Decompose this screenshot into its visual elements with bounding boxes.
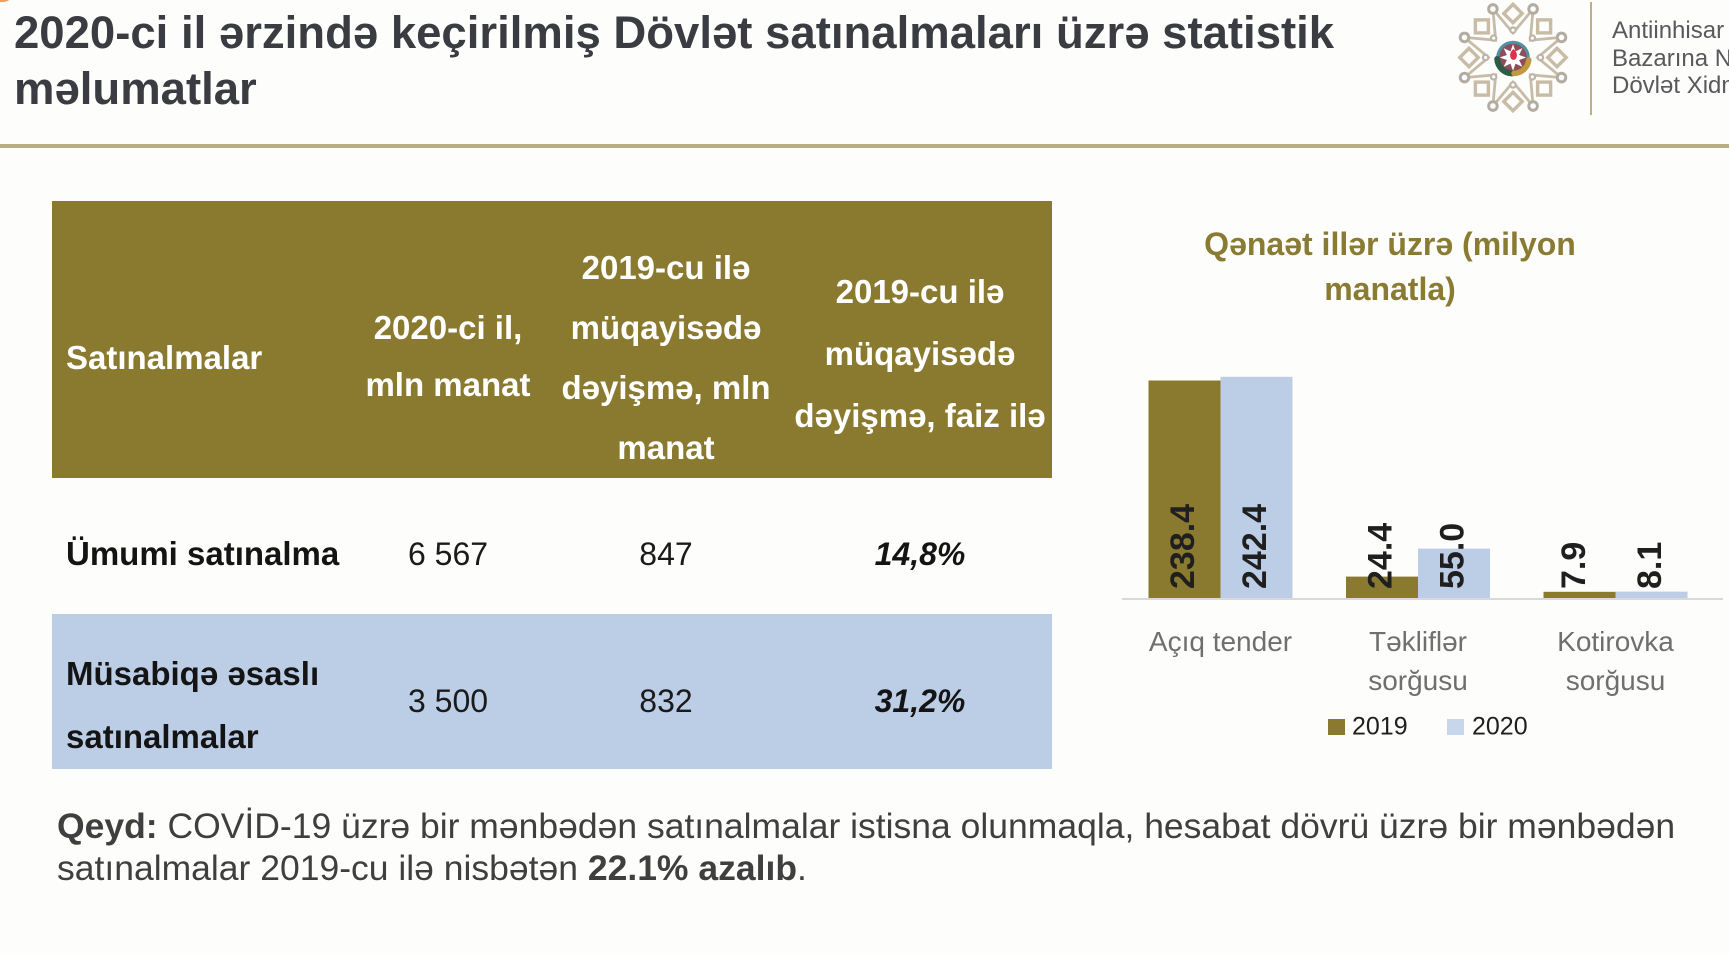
svg-text:242.4: 242.4 <box>1236 504 1274 589</box>
svg-text:55.0: 55.0 <box>1434 523 1472 589</box>
svg-text:sorğusu: sorğusu <box>1368 665 1468 696</box>
svg-text:2019: 2019 <box>1352 713 1408 741</box>
svg-text:Açıq tender: Açıq tender <box>1149 626 1292 657</box>
svg-text:7.9: 7.9 <box>1555 542 1593 589</box>
svg-text:8.1: 8.1 <box>1631 542 1669 589</box>
svg-text:238.4: 238.4 <box>1164 504 1202 589</box>
svg-text:Təkliflər: Təkliflər <box>1369 626 1467 657</box>
svg-text:Qənaət illər üzrə (milyon: Qənaət illər üzrə (milyon <box>1204 226 1576 262</box>
svg-text:2020: 2020 <box>1472 713 1528 741</box>
svg-text:Kotirovka: Kotirovka <box>1557 626 1674 657</box>
svg-text:manatla): manatla) <box>1324 271 1456 307</box>
svg-text:sorğusu: sorğusu <box>1566 665 1666 696</box>
svg-text:24.4: 24.4 <box>1362 523 1400 589</box>
